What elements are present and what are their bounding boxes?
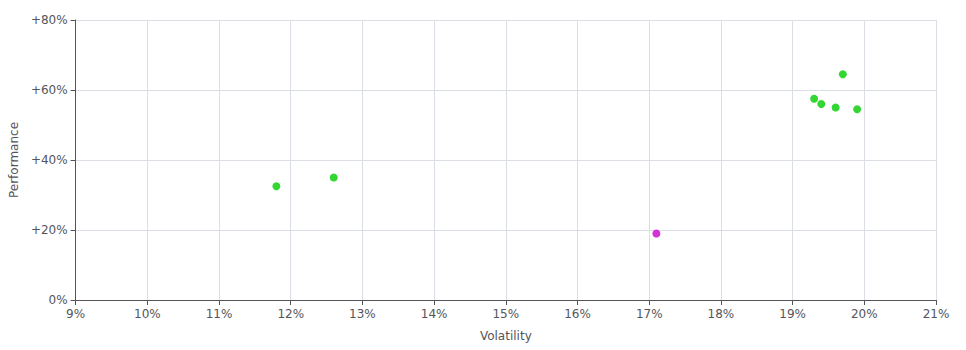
- svg-text:15%: 15%: [492, 307, 519, 321]
- svg-text:20%: 20%: [851, 307, 878, 321]
- svg-text:19%: 19%: [779, 307, 806, 321]
- svg-text:10%: 10%: [134, 307, 161, 321]
- svg-text:17%: 17%: [636, 307, 663, 321]
- svg-text:14%: 14%: [421, 307, 448, 321]
- svg-text:18%: 18%: [708, 307, 735, 321]
- svg-text:13%: 13%: [349, 307, 376, 321]
- svg-text:+20%: +20%: [31, 223, 68, 237]
- svg-text:12%: 12%: [277, 307, 304, 321]
- svg-text:11%: 11%: [206, 307, 233, 321]
- svg-text:+60%: +60%: [31, 83, 68, 97]
- svg-text:21%: 21%: [923, 307, 950, 321]
- svg-text:+40%: +40%: [31, 153, 68, 167]
- svg-text:Volatility: Volatility: [480, 329, 532, 343]
- svg-text:0%: 0%: [49, 293, 68, 307]
- svg-text:9%: 9%: [66, 307, 85, 321]
- svg-text:16%: 16%: [564, 307, 591, 321]
- svg-text:Performance: Performance: [7, 122, 21, 198]
- svg-text:+80%: +80%: [31, 13, 68, 27]
